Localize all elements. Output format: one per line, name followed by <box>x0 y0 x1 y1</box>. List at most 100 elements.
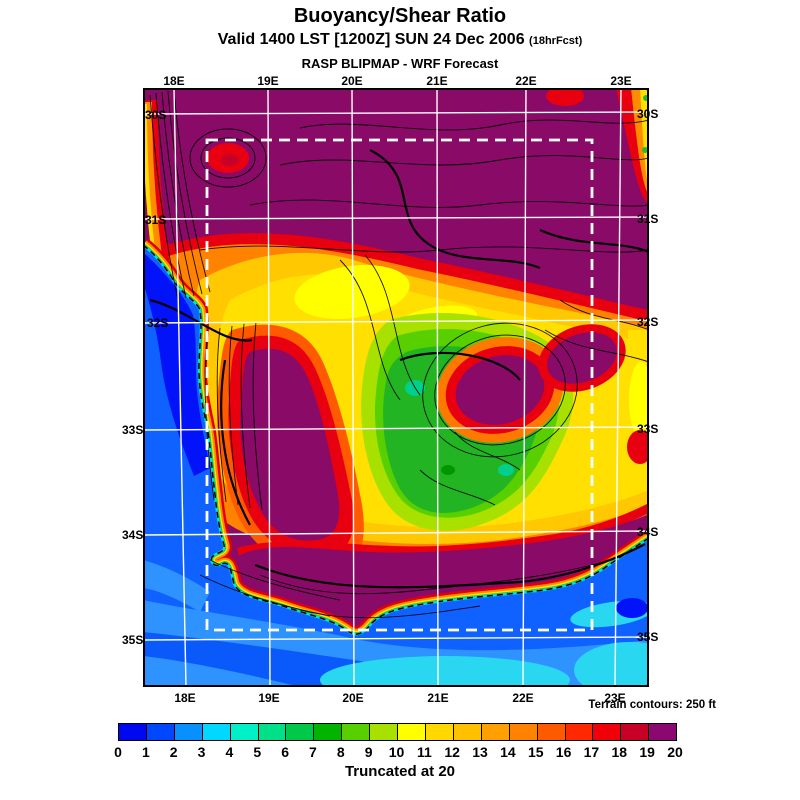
top-tick-20E: 20E <box>341 74 363 88</box>
colorbar-tick-14: 14 <box>500 744 516 760</box>
colorbar-tick-11: 11 <box>416 744 432 760</box>
colorbar-segment-6 <box>286 724 315 740</box>
corner-green-dot-2 <box>642 147 648 153</box>
colorbar-segment-14 <box>509 724 538 740</box>
bottom-tick-18E: 18E <box>174 691 196 705</box>
west-purple-block <box>240 348 340 541</box>
south-purple-band <box>238 514 649 616</box>
colorbar-tick-1: 1 <box>141 744 150 760</box>
ne-purple-blob <box>547 332 617 384</box>
bottom-tick-19E: 19E <box>258 691 280 705</box>
valid-time-line: Valid 1400 LST [1200Z] SUN 24 Dec 2006 (… <box>0 31 800 49</box>
coastline <box>143 244 649 636</box>
colorbar-segment-2 <box>174 724 203 740</box>
left-tick-32S: 32S <box>147 316 169 330</box>
right-tick-34S: 34S <box>637 525 659 539</box>
page-title: Buoyancy/Shear Ratio <box>293 5 507 27</box>
forecast-map <box>143 88 649 687</box>
left-tick-31S: 31S <box>145 213 167 227</box>
terrain-contours-thick <box>149 149 649 589</box>
colorbar-segment-12 <box>453 724 482 740</box>
top-tick-19E: 19E <box>257 74 279 88</box>
colorbar-tick-9: 9 <box>364 744 373 760</box>
domain-boundary-rect <box>205 138 594 632</box>
east-bright-yellow <box>629 362 649 438</box>
colorbar-segment-11 <box>425 724 454 740</box>
valid-time-text: Valid 1400 LST [1200Z] SUN 24 Dec 2006 <box>217 31 525 48</box>
colorbar-tick-4: 4 <box>225 744 234 760</box>
colorbar-caption: Truncated at 20 <box>344 763 456 780</box>
ocean-cyan-bottom <box>320 656 570 687</box>
colorbar-tick-6: 6 <box>281 744 289 760</box>
ocean-dark-diagonal-band <box>143 632 380 687</box>
colorbar-tick-8: 8 <box>336 744 345 760</box>
ocean-dark-nearshore <box>143 252 210 476</box>
colorbar-tick-20: 20 <box>667 744 683 760</box>
corner-yellow <box>640 88 649 188</box>
colorbar-tick-12: 12 <box>444 744 460 760</box>
colorbar-segment-7 <box>314 724 343 740</box>
bottom-tick-20E: 20E <box>342 691 364 705</box>
colorbar-segment-18 <box>621 724 650 740</box>
terrain-contours-note: Terrain contours: 250 ft <box>588 699 716 711</box>
colorbar-tick-16: 16 <box>555 744 572 760</box>
colorbar-segment-17 <box>593 724 622 740</box>
south-red-fringe <box>236 503 649 557</box>
right-tick-33S: 33S <box>637 422 659 436</box>
colorbar-segment-3 <box>202 724 231 740</box>
map-border <box>143 88 649 687</box>
red-gradient-band <box>161 233 649 322</box>
left-tick-33S: 33S <box>122 423 144 437</box>
forecast-hour-note: (18hrFcst) <box>529 35 583 47</box>
bottom-tick-23E: 23E <box>604 691 626 705</box>
dark-green-spot <box>441 465 455 475</box>
left-tick-30S: 30S <box>145 108 167 122</box>
colorbar-tick-7: 7 <box>309 744 317 760</box>
colorbar-segment-0 <box>119 724 147 740</box>
bottom-tick-21E: 21E <box>427 691 449 705</box>
top-red-patch <box>546 88 584 106</box>
latlon-grid <box>143 88 649 687</box>
colorbar-tick-2: 2 <box>169 744 178 760</box>
colorbar-tick-labels: 0 1 2 3 4 5 6 7 8 9 10 11 12 13 14 15 16 17 18 19 20 <box>0 744 800 760</box>
left-tick-34S: 34S <box>122 528 144 542</box>
right-tick-35S: 35S <box>637 630 659 644</box>
colorbar-tick-13: 13 <box>472 744 488 760</box>
nw-red-blob-core <box>221 154 239 166</box>
ocean-cyan-corner <box>574 642 649 687</box>
colorbar-segment-19 <box>649 724 677 740</box>
right-tick-30S: 30S <box>637 107 659 121</box>
teal-spot-3 <box>498 464 514 476</box>
colorbar-tick-18: 18 <box>611 744 628 760</box>
colorbar <box>118 723 677 741</box>
top-tick-21E: 21E <box>426 74 448 88</box>
colorbar-segment-8 <box>342 724 371 740</box>
colorbar-tick-10: 10 <box>388 744 405 760</box>
colorbar-segment-5 <box>258 724 287 740</box>
colorbar-segment-1 <box>146 724 175 740</box>
colorbar-segment-15 <box>537 724 566 740</box>
colorbar-tick-15: 15 <box>527 744 544 760</box>
ocean-navy-patch <box>616 598 648 618</box>
right-tick-32S: 32S <box>637 315 659 329</box>
colorbar-tick-17: 17 <box>583 744 600 760</box>
colorbar-tick-5: 5 <box>253 744 262 760</box>
top-tick-18E: 18E <box>163 74 185 88</box>
east-red-hotspot <box>627 430 649 464</box>
colorbar-segment-9 <box>370 724 399 740</box>
central-purple-blob <box>455 355 545 425</box>
right-tick-31S: 31S <box>637 212 659 226</box>
colorbar-segment-10 <box>398 724 426 740</box>
top-tick-23E: 23E <box>610 74 632 88</box>
top-tick-22E: 22E <box>515 74 537 88</box>
colorbar-tick-19: 19 <box>639 744 655 760</box>
colorbar-tick-3: 3 <box>197 744 206 760</box>
colorbar-segment-4 <box>230 724 259 740</box>
colorbar-tick-0: 0 <box>114 744 122 760</box>
colorbar-segment-16 <box>565 724 594 740</box>
bottom-tick-22E: 22E <box>512 691 534 705</box>
colorbar-segment-13 <box>481 724 510 740</box>
model-line: RASP BLIPMAP - WRF Forecast <box>301 56 499 71</box>
left-tick-35S: 35S <box>122 633 144 647</box>
